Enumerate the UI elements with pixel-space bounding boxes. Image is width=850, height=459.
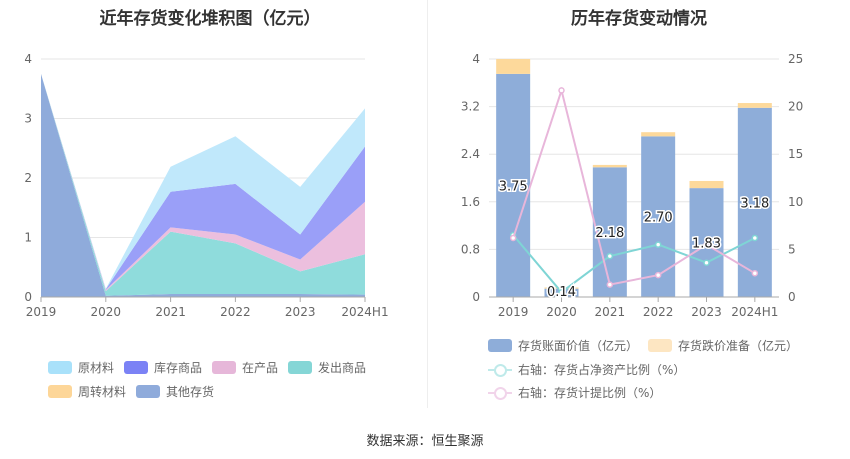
legend-item-other-inventory[interactable]: 其他存货: [136, 383, 214, 400]
data-source-note: 数据来源：恒生聚源: [366, 434, 484, 449]
x-tick-label: 2021: [155, 305, 186, 319]
legend-label: 库存商品: [154, 361, 203, 375]
x-tick-label: 2023: [691, 305, 722, 319]
x-tick-label: 2021: [595, 305, 626, 319]
legend-swatch: [288, 361, 312, 374]
legend-item-turnover-materials[interactable]: 周转材料: [48, 383, 126, 400]
right-legend: 存货账面价值（亿元） 存货跌价准备（亿元） 右轴：存货占净资产比例（%） 右轴：…: [428, 0, 850, 420]
legend-label: 右轴：存货占净资产比例（%）: [518, 363, 686, 377]
right-chart-title: 历年存货变动情况: [571, 9, 707, 29]
area-series: [41, 73, 365, 296]
line-series: [512, 234, 756, 294]
line-point: [703, 241, 710, 248]
bar: [592, 164, 627, 168]
line-point: [703, 259, 710, 266]
y-tick-label: 0: [472, 290, 480, 304]
legend-label: 周转材料: [78, 385, 127, 399]
line-point: [558, 87, 565, 94]
x-tick-label: 2019: [498, 305, 529, 319]
panel-divider: [427, 0, 428, 408]
legend-item-net-asset-ratio[interactable]: 右轴：存货占净资产比例（%）: [488, 361, 685, 378]
legend-swatch: [48, 361, 72, 374]
line-point: [654, 241, 662, 248]
bar: [689, 180, 724, 189]
bar-value-label: 3.75: [499, 179, 528, 194]
bar: [641, 132, 676, 137]
y-tick-label: 0: [24, 290, 32, 304]
legend-item-work-in-progress[interactable]: 在产品: [212, 359, 278, 376]
legend-swatch: [488, 339, 512, 352]
legend-swatch: [212, 361, 236, 374]
y-tick-label: 4: [472, 52, 480, 66]
area-series: [41, 73, 365, 290]
bar-line-chart: 0 0.8 1.6 2.4 3.2 4 0 5 10 15 20 25 2019 2020 2021 2022…: [461, 52, 803, 319]
x-tick-label: 2022: [220, 305, 251, 319]
bar-value-label: 1.83: [692, 237, 721, 252]
y-tick-label: 3: [24, 112, 32, 126]
bar: [737, 103, 772, 108]
legend-item-goods-shipped[interactable]: 发出商品: [288, 359, 366, 376]
x-tick-label: 2020: [546, 305, 577, 319]
x-tick-label: 2019: [26, 305, 57, 319]
area-series: [41, 73, 365, 298]
y-tick-label: 4: [24, 52, 32, 66]
y-tick-label: 3.2: [461, 100, 480, 114]
line-series: [512, 86, 756, 286]
y2-tick-label: 10: [788, 195, 803, 209]
left-legend: 原材料 库存商品 在产品 发出商品 周转材料 其他存货: [0, 0, 428, 420]
x-tick-label: 2024H1: [731, 305, 778, 319]
legend-item-raw-materials[interactable]: 原材料: [48, 359, 114, 376]
bar: [496, 59, 531, 74]
x-tick-label: 2022: [643, 305, 674, 319]
legend-label: 右轴：存货计提比例（%）: [518, 386, 662, 400]
bar: [592, 167, 627, 297]
legend-label: 其他存货: [166, 385, 215, 399]
bar: [544, 287, 579, 289]
y2-tick-label: 5: [788, 242, 796, 256]
legend-label: 发出商品: [318, 361, 367, 375]
legend-item-inventory-goods[interactable]: 库存商品: [124, 359, 202, 376]
x-tick-label: 2024H1: [341, 305, 388, 319]
bar-value-label: 2.18: [595, 226, 624, 241]
left-chart-title: 近年存货变化堆积图（亿元）: [99, 9, 321, 29]
y-tick-label: 2: [24, 171, 32, 185]
line-point: [751, 269, 759, 277]
y-tick-label: 0.8: [461, 242, 480, 256]
bar: [496, 73, 531, 297]
line-point: [558, 288, 565, 296]
line-point: [654, 271, 662, 279]
line-point: [751, 234, 759, 242]
legend-item-book-value[interactable]: 存货账面价值（亿元）: [488, 337, 638, 354]
line-point: [606, 252, 614, 260]
legend-label: 在产品: [242, 361, 279, 375]
legend-swatch: [136, 385, 160, 398]
legend-swatch: [48, 385, 72, 398]
legend-label: 原材料: [78, 361, 115, 375]
legend-item-impairment[interactable]: 存货跌价准备（亿元）: [648, 337, 798, 354]
legend-label: 存货跌价准备（亿元）: [678, 339, 799, 353]
area-series: [41, 73, 365, 290]
bar-value-label: 2.70: [644, 211, 673, 226]
legend-swatch: [124, 361, 148, 374]
legend-line-marker: [488, 363, 512, 377]
legend-line-marker: [488, 386, 512, 400]
x-tick-label: 2020: [91, 305, 122, 319]
y2-tick-label: 15: [788, 147, 803, 161]
y-tick-label: 1.6: [461, 195, 480, 209]
y-tick-label: 1: [24, 231, 32, 245]
y2-tick-label: 25: [788, 52, 803, 66]
y2-tick-label: 20: [788, 100, 803, 114]
line-point: [509, 234, 517, 242]
y-tick-label: 2.4: [461, 147, 480, 161]
bar-value-label: 0.14: [547, 285, 576, 300]
bar: [641, 136, 676, 297]
line-point: [606, 281, 614, 288]
legend-swatch: [648, 339, 672, 352]
legend-label: 存货账面价值（亿元）: [518, 339, 639, 353]
y2-tick-label: 0: [788, 290, 796, 304]
bar-value-label: 3.18: [740, 196, 769, 211]
x-tick-label: 2023: [285, 305, 316, 319]
stacked-area-chart: 0 1 2 3 4 2019 2020 2021 2022 2023 2024H1: [24, 52, 388, 319]
legend-item-provision-ratio[interactable]: 右轴：存货计提比例（%）: [488, 384, 661, 401]
